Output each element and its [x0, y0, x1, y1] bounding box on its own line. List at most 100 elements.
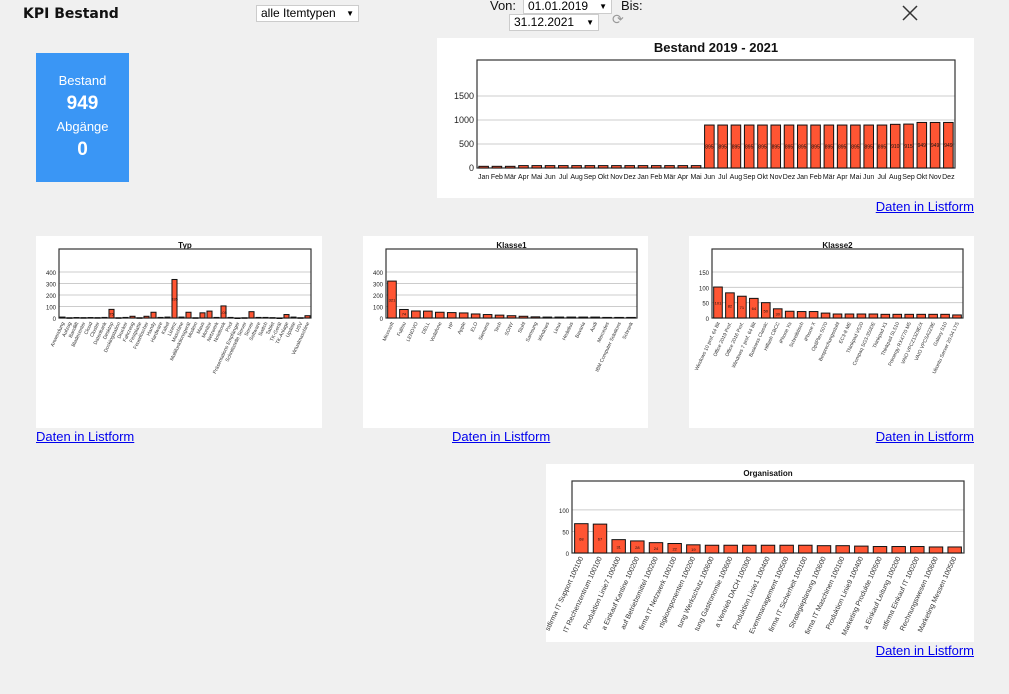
x-tick-label: rtigkomponenten 100200	[658, 556, 697, 629]
x-tick-label: Vodafone	[429, 321, 443, 343]
bar-value-label: 895	[718, 145, 727, 151]
x-tick-label: Kabel	[160, 321, 171, 335]
from-date-select[interactable]: 01.01.2019 ▼	[523, 0, 612, 14]
bar	[554, 316, 565, 319]
bar-value-label: 949	[944, 143, 953, 149]
x-tick-label: Dez	[942, 174, 955, 181]
x-tick-label: Sep	[584, 174, 597, 181]
chart-title: Bestand 2019 - 2021	[654, 40, 778, 55]
plot-frame	[58, 248, 312, 319]
y-tick-label: 100	[699, 286, 710, 292]
chart-title: Typ	[178, 241, 192, 250]
chevron-down-icon: ▼	[346, 9, 354, 18]
x-tick-label: Mai	[850, 174, 862, 181]
bar	[227, 316, 234, 319]
bar	[470, 313, 481, 319]
x-tick-label: Mär	[504, 174, 517, 181]
y-tick-label: 100	[373, 306, 384, 312]
bar	[446, 312, 457, 319]
bar	[889, 123, 901, 169]
bar	[304, 315, 311, 319]
bar	[772, 308, 783, 319]
bar	[650, 165, 662, 169]
bar-value-label: 895	[865, 145, 874, 151]
bar	[664, 165, 675, 169]
bar	[630, 540, 645, 554]
bar	[206, 310, 213, 319]
bar	[297, 317, 304, 319]
bar	[952, 314, 962, 319]
x-tick-label: Marketing Messen 100500	[917, 556, 958, 634]
refresh-icon[interactable]: ⟳	[612, 12, 624, 28]
bar-value-label: 74	[402, 312, 407, 317]
bar	[783, 124, 795, 169]
x-tick-label: tung Werkschutz 100600	[677, 556, 716, 629]
x-tick-label: Windows	[537, 321, 551, 342]
item-type-select[interactable]: alle Itemtypen ▼	[256, 5, 359, 22]
bar	[779, 544, 794, 554]
y-tick-label: 100	[559, 509, 570, 515]
chart-title: Organisation	[743, 469, 792, 478]
x-tick-label: Jan	[797, 174, 808, 181]
bar	[494, 314, 505, 319]
bar	[423, 310, 433, 319]
x-tick-label: Cloud	[83, 321, 94, 336]
bar-value-label: 19	[691, 547, 696, 552]
bar	[241, 317, 248, 319]
bar	[220, 305, 227, 319]
x-tick-label: DELL	[421, 321, 432, 335]
bar-value-label: 50	[764, 308, 769, 313]
x-tick-label: Aug	[889, 174, 902, 181]
bar	[742, 544, 757, 554]
list-link-klasse2[interactable]: Daten in Listform	[875, 429, 974, 444]
to-date-select[interactable]: 31.12.2021 ▼	[509, 14, 599, 31]
bar	[832, 313, 843, 319]
x-tick-label: IBM Computer Solutions	[595, 321, 624, 373]
x-tick-label: Pool	[225, 321, 235, 333]
bar	[506, 315, 517, 319]
list-link-bestand[interactable]: Daten in Listform	[875, 199, 974, 214]
bar-value-label: 895	[732, 145, 741, 151]
bar	[844, 313, 855, 319]
y-tick-label: 1500	[454, 91, 474, 101]
bar	[725, 292, 735, 319]
bar	[910, 546, 925, 554]
bar	[544, 165, 556, 169]
bar	[80, 317, 87, 319]
list-link-typ[interactable]: Daten in Listform	[36, 429, 135, 444]
bar	[947, 546, 962, 554]
bar	[150, 311, 157, 319]
to-label: Bis:	[621, 0, 643, 13]
bar	[578, 316, 589, 319]
bar	[571, 165, 582, 169]
y-tick-label: 150	[699, 271, 710, 277]
close-icon[interactable]	[902, 5, 918, 21]
bar	[136, 317, 143, 319]
y-tick-label: 0	[469, 163, 474, 173]
x-tick-label: Okt	[757, 174, 768, 181]
bar	[835, 545, 850, 554]
bar	[823, 124, 835, 169]
x-tick-label: Siemens	[478, 321, 492, 342]
bar	[399, 308, 409, 319]
bar-value-label: 895	[838, 145, 847, 151]
x-tick-label: Jan	[478, 174, 489, 181]
bar-value-label: 895	[745, 145, 754, 151]
bar	[542, 316, 553, 319]
bar	[868, 313, 879, 319]
bar	[59, 316, 66, 319]
bar-value-label: 335	[171, 297, 178, 302]
bar	[290, 316, 297, 319]
bar	[880, 313, 891, 319]
chevron-down-icon: ▼	[586, 18, 594, 27]
bar-value-label: 31	[616, 544, 621, 549]
list-link-organisation[interactable]: Daten in Listform	[875, 643, 974, 658]
bar	[411, 310, 421, 319]
list-link-klasse1[interactable]: Daten in Listform	[452, 429, 551, 444]
bar	[574, 523, 589, 554]
x-tick-label: Feb	[810, 174, 822, 181]
x-tick-label: Apple	[457, 321, 468, 335]
bar	[94, 317, 101, 319]
y-tick-label: 500	[459, 139, 474, 149]
x-tick-label: Nov	[770, 174, 783, 181]
